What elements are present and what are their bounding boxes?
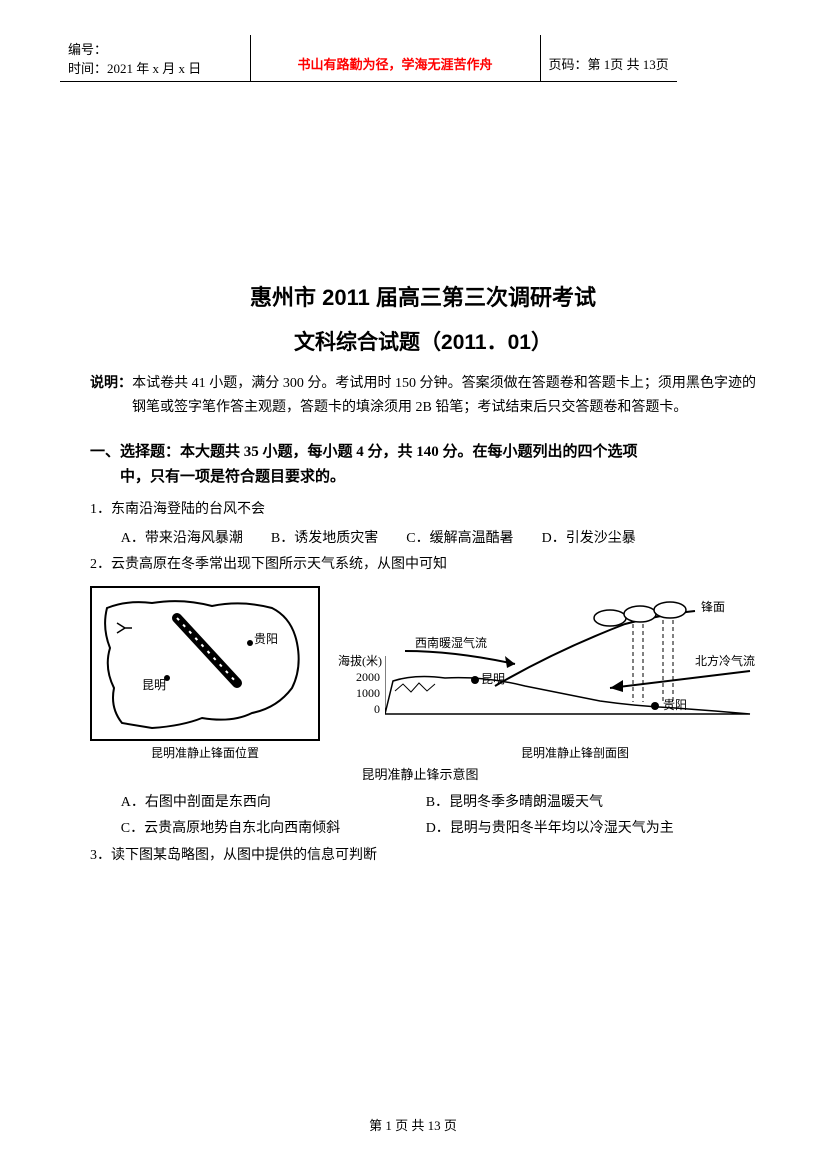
q1-options: A．带来沿海风暴潮 B．诱发地质灾害 C．缓解高温酷暑 D．引发沙尘暴 [90,526,756,553]
main-content: 惠州市 2011 届高三第三次调研考试 文科综合试题（2011．01） 说明：本… [90,280,756,872]
instructions-label: 说明： [90,376,132,391]
instructions-block: 说明：本试卷共 41 小题，满分 300 分。考试用时 150 分钟。答案须做在… [90,372,756,420]
header-page: 页码：第 1页 共 13页 [540,35,677,82]
ytick-1000: 1000 [350,686,380,701]
overall-caption: 昆明准静止锋示意图 [90,764,750,783]
map-caption: 昆明准静止锋面位置 [90,744,320,761]
ytick-2000: 2000 [350,670,380,685]
profile-city-guiyang: 贵阳 [663,696,687,713]
title-sub: 文科综合试题（2011．01） [90,326,756,356]
sw-air-label: 西南暖湿气流 [415,634,487,651]
doc-id-label: 编号： [68,39,242,58]
q3-stem: 3．读下图某岛略图，从图中提供的信息可判断 [90,843,756,868]
q1-optA: A．带来沿海风暴潮 [121,526,243,553]
header-motto: 书山有路勤为径，学海无涯苦作舟 [250,35,540,82]
q1-optB: B．诱发地质灾害 [271,526,378,553]
q2-optA: A．右图中剖面是东西向 [121,790,426,817]
map-svg [92,588,318,739]
map-city-guiyang: 贵阳 [254,630,278,647]
doc-date: 时间：2021 年 x 月 x 日 [68,58,242,77]
profile-city-kunming: 昆明 [481,670,505,687]
map-city-kunming: 昆明 [142,676,166,693]
profile-box: 西南暖湿气流 北方冷气流 锋面 昆明 贵阳 [385,596,755,741]
front-label: 锋面 [701,598,725,615]
profile-caption: 昆明准静止锋剖面图 [450,744,700,761]
page-footer: 第 1 页 共 13 页 [0,1115,826,1134]
q1-optC: C．缓解高温酷暑 [406,526,513,553]
instructions-text: 本试卷共 41 小题，满分 300 分。考试用时 150 分钟。答案须做在答题卷… [132,376,756,415]
q2-optC: C．云贵高原地势自东北向西南倾斜 [121,816,426,843]
q2-options: A．右图中剖面是东西向 B．昆明冬季多晴朗温暖天气 C．云贵高原地势自东北向西南… [90,790,756,843]
q2-optB: B．昆明冬季多晴朗温暖天气 [426,790,731,817]
header-table: 编号： 时间：2021 年 x 月 x 日 书山有路勤为径，学海无涯苦作舟 页码… [60,35,677,82]
ne-air-label: 北方冷气流 [695,652,755,669]
yaxis-label: 海拔(米) [338,652,382,669]
ytick-0: 0 [350,702,380,717]
diagram-container: 昆明 贵阳 昆明准静止锋面位置 海拔(米) 2000 1000 0 [90,586,750,786]
q1-optD: D．引发沙尘暴 [542,526,636,553]
section1-title: 一、选择题：本大题共 35 小题，每小题 4 分，共 140 分。在每小题列出的… [90,440,756,491]
q2-optD: D．昆明与贵阳冬半年均以冷湿天气为主 [426,816,731,843]
q1-stem: 1．东南沿海登陆的台风不会 [90,497,756,522]
title-main: 惠州市 2011 届高三第三次调研考试 [90,280,756,312]
map-box: 昆明 贵阳 [90,586,320,741]
q2-stem: 2．云贵高原在冬季常出现下图所示天气系统，从图中可知 [90,552,756,577]
header-left-cell: 编号： 时间：2021 年 x 月 x 日 [60,35,250,82]
